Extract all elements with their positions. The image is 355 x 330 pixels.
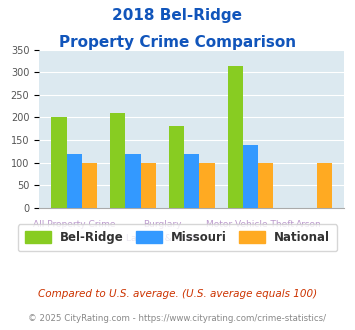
Bar	[67, 153, 82, 208]
Text: 2018 Bel-Ridge: 2018 Bel-Ridge	[113, 8, 242, 23]
Bar	[200, 163, 214, 208]
Text: © 2025 CityRating.com - https://www.cityrating.com/crime-statistics/: © 2025 CityRating.com - https://www.city…	[28, 314, 327, 323]
Text: Arson: Arson	[296, 220, 322, 229]
Bar	[258, 163, 273, 208]
Text: All Property Crime: All Property Crime	[33, 220, 115, 229]
Bar	[317, 163, 332, 208]
Text: Burglary: Burglary	[143, 220, 182, 229]
Bar	[125, 154, 141, 208]
Text: Motor Vehicle Theft: Motor Vehicle Theft	[206, 220, 294, 229]
Bar	[110, 113, 125, 208]
Legend: Bel-Ridge, Missouri, National: Bel-Ridge, Missouri, National	[18, 224, 337, 251]
Bar	[141, 163, 156, 208]
Bar	[169, 125, 184, 208]
Bar	[82, 163, 97, 208]
Bar	[243, 145, 258, 208]
Bar	[51, 117, 67, 208]
Bar	[228, 66, 243, 208]
Text: Compared to U.S. average. (U.S. average equals 100): Compared to U.S. average. (U.S. average …	[38, 289, 317, 299]
Text: Property Crime Comparison: Property Crime Comparison	[59, 35, 296, 50]
Text: Larceny & Theft: Larceny & Theft	[126, 234, 198, 243]
Bar	[184, 154, 200, 208]
